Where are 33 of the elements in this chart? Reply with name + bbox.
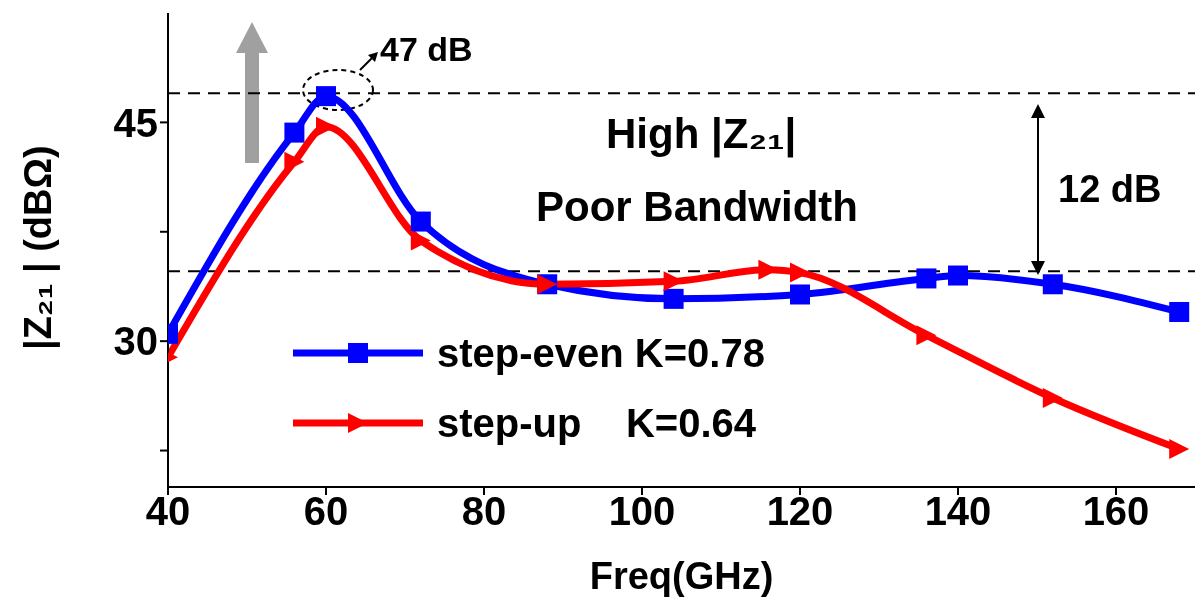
x-tick-label: 80 (461, 489, 507, 534)
point (916, 268, 937, 289)
point (948, 265, 968, 286)
x-tick-label: 120 (766, 489, 834, 534)
point (284, 122, 305, 143)
annotation: 12 dB (1058, 168, 1162, 211)
point (790, 284, 810, 305)
point (1169, 301, 1190, 322)
x-tick-label: 100 (608, 489, 676, 534)
y-tick-label: 30 (113, 319, 158, 364)
point (1042, 274, 1063, 295)
point (790, 262, 810, 283)
annotation: Poor Bandwidth (536, 183, 858, 231)
point (316, 116, 336, 137)
point (284, 151, 305, 172)
y-tick-label: 45 (113, 100, 158, 145)
point (1169, 439, 1190, 460)
x-tick-label: 40 (145, 489, 191, 534)
point (916, 325, 937, 346)
point (316, 86, 336, 107)
y-axis-title: |Z₂₁ | (dBΩ) (17, 145, 61, 350)
point (1042, 388, 1063, 409)
x-tick-label: 60 (303, 489, 349, 534)
point (663, 288, 684, 309)
annotation: High |Z₂₁| (606, 110, 797, 158)
x-tick-label: 160 (1082, 489, 1150, 534)
x-axis-title: Freq(GHz) (589, 555, 774, 597)
x-tick-label: 140 (924, 489, 992, 534)
annotation: 47 dB (380, 30, 473, 69)
legend-label: step-even K=0.78 (437, 330, 765, 376)
point (410, 211, 431, 232)
legend-label: step-up K=0.64 (437, 400, 756, 446)
point (410, 230, 431, 251)
